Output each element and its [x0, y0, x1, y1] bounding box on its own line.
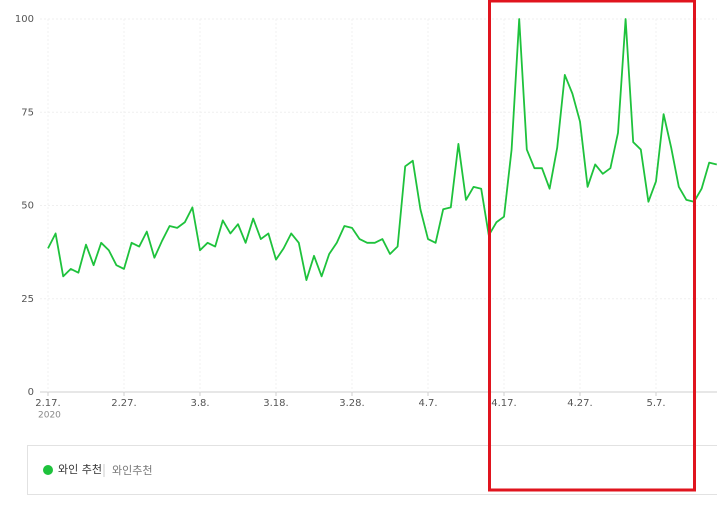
legend-label: 와인 추천 — [58, 462, 102, 476]
y-tick-label: 75 — [21, 107, 34, 118]
y-tick-label: 0 — [28, 387, 34, 398]
y-tick-label: 50 — [21, 201, 34, 212]
x-tick-label: 4.17. — [491, 398, 516, 409]
year-label: 2020 — [38, 411, 61, 421]
data-line — [47, 18, 717, 281]
legend-box — [27, 445, 717, 495]
x-tick-label: 2.27. — [111, 398, 136, 409]
x-tick-label: 3.18. — [263, 398, 288, 409]
highlight-box — [488, 0, 696, 492]
x-tick-label: 4.7. — [418, 398, 437, 409]
x-tick-label: 3.8. — [190, 398, 209, 409]
plot — [47, 18, 717, 281]
x-tick-label: 5.7. — [646, 398, 665, 409]
legend-keyword: 와인추천 — [112, 463, 152, 477]
x-tick-label: 3.28. — [339, 398, 364, 409]
y-tick-label: 25 — [21, 294, 34, 305]
grid: 0 25 50 75 100 2.17. 2.27. 3.8. 3.18. 3.28. 4.7. 4.… — [15, 14, 717, 409]
legend-marker — [43, 465, 53, 475]
y-tick-label: 100 — [15, 14, 34, 25]
x-tick-label: 2.17. — [35, 398, 60, 409]
x-tick-label: 4.27. — [567, 398, 592, 409]
